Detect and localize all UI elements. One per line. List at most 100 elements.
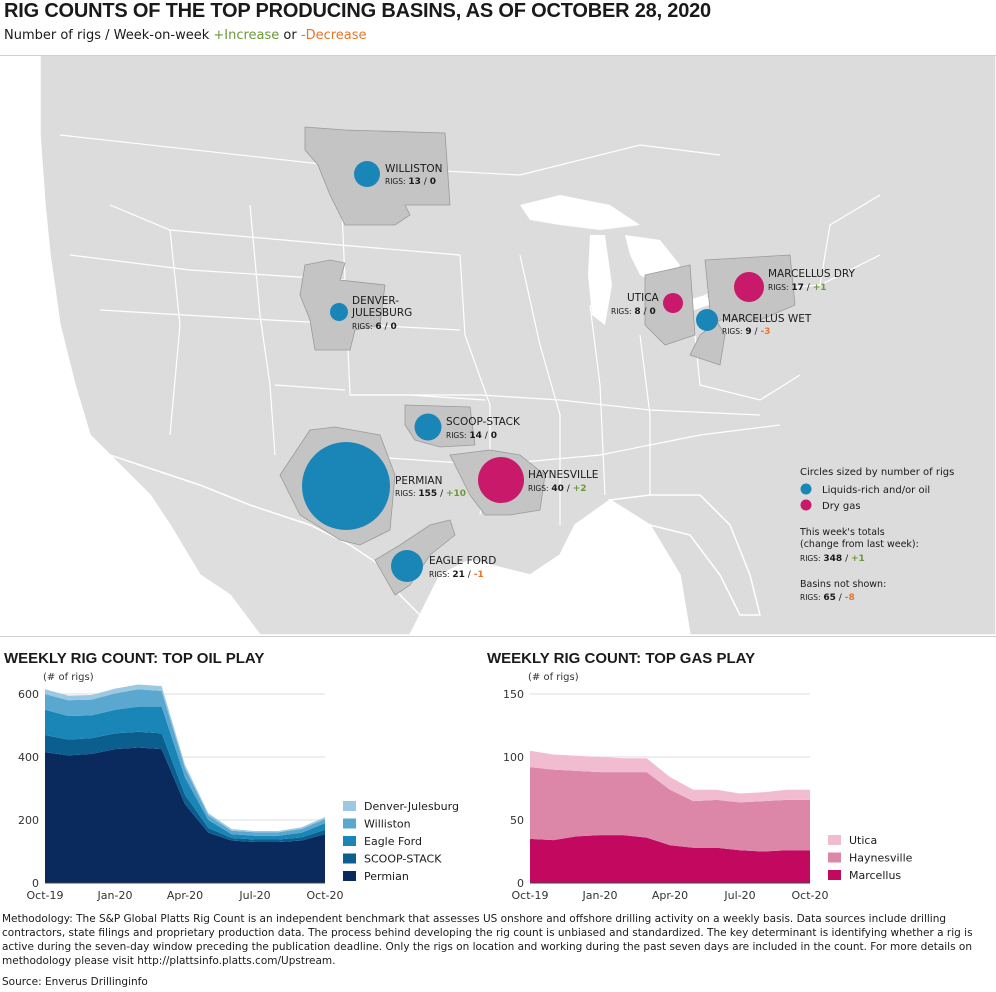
area-williston: [45, 689, 325, 836]
map-legend: Circles sized by number of rigs Liquids-…: [799, 467, 954, 603]
legend-swatch: [828, 852, 841, 863]
label-denver-julesburg-1: DENVER-: [352, 295, 399, 307]
map-lake-superior: [520, 195, 640, 230]
subtitle-increase: +Increase: [213, 28, 280, 43]
legend-swatch: [343, 801, 356, 811]
x-tick-label: Jul-20: [238, 889, 270, 902]
legend-gas-swatch: [800, 499, 812, 511]
legend-label: Marcellus: [849, 869, 901, 882]
x-tick-label: Apr-20: [167, 889, 203, 902]
map-land: [39, 55, 996, 635]
legend-label: Utica: [849, 834, 877, 847]
source-text: Source: Enverus Drillinginfo: [2, 976, 148, 988]
label-eagle-ford: EAGLE FORD: [429, 555, 496, 567]
bubble-permian: [302, 442, 390, 530]
y-tick-label: 600: [18, 688, 39, 701]
oil-chart: (# of rigs) 0 200 400 600 Oct-19 Jan-20 Apr-20 J…: [18, 672, 459, 902]
x-tick-label: Oct-20: [307, 889, 344, 902]
methodology-text: Methodology: The S&P Global Platts Rig C…: [2, 913, 973, 967]
bubble-marcellus-wet: [696, 309, 718, 331]
legend-label: Permian: [364, 870, 409, 883]
y-axis-label: (# of rigs): [528, 672, 579, 683]
legend-heading: Circles sized by number of rigs: [800, 467, 954, 478]
x-tick-label: Apr-20: [652, 889, 688, 902]
legend-oil-label: Liquids-rich and/or oil: [822, 485, 930, 496]
bubble-williston: [354, 161, 380, 187]
legend-totals: RIGS: 348 / +1: [800, 554, 865, 564]
subtitle-prefix: Number of rigs / Week-on-week: [4, 28, 214, 43]
x-tick-label: Oct-19: [512, 889, 549, 902]
label-marcellus-dry: MARCELLUS DRY: [768, 268, 856, 280]
legend-swatch: [343, 818, 356, 829]
y-tick-label: 150: [503, 688, 524, 701]
x-tick-label: Jan-20: [97, 889, 133, 902]
rigs-permian: RIGS: 155 / +10: [395, 489, 466, 499]
area-marcellus: [530, 835, 810, 883]
rigs-denver-julesburg: RIGS: 6 / 0: [352, 322, 397, 332]
legend-notshown: Basins not shown:: [800, 579, 886, 590]
y-tick-label: 0: [32, 877, 39, 890]
basin-bubbles: [302, 161, 764, 582]
x-tick-label: Jan-20: [582, 889, 618, 902]
legend-totals-line2: (change from last week):: [800, 539, 919, 550]
legend-totals-line1: This week's totals: [799, 527, 885, 538]
x-tick-label: Oct-19: [27, 889, 64, 902]
oil-chart-title: WEEKLY RIG COUNT: TOP OIL PLAY: [4, 650, 265, 667]
legend-oil-swatch: [800, 483, 812, 495]
subtitle-decrease: -Decrease: [300, 28, 367, 43]
y-tick-label: 50: [510, 814, 524, 827]
bubble-eagle-ford: [391, 550, 423, 582]
legend-label: Denver-Julesburg: [364, 800, 459, 813]
divider-map: [0, 636, 996, 637]
area-haynesville: [530, 767, 810, 852]
bubble-utica: [663, 293, 683, 313]
gas-chart: (# of rigs) 0 50 100 150 Oct-19 Jan-20 Apr-20 Ju…: [503, 672, 913, 902]
page-subtitle: Number of rigs / Week-on-week +Increase …: [4, 28, 367, 43]
area-denver-julesburg: [45, 684, 325, 833]
legend-label: SCOOP-STACK: [364, 853, 442, 866]
rigs-eagle-ford: RIGS: 21 / -1: [429, 570, 484, 580]
bubble-haynesville: [478, 457, 524, 503]
basin-map: WILLISTON RIGS: 13 / 0 DENVER- JULESBURG…: [0, 55, 996, 635]
label-utica: UTICA: [627, 292, 660, 304]
y-axis-label: (# of rigs): [43, 672, 94, 683]
legend-notshown-rigs: RIGS: 65 / -8: [800, 593, 855, 603]
legend-swatch: [343, 836, 356, 846]
map-florida: [607, 494, 761, 616]
page-title: RIG COUNTS OF THE TOP PRODUCING BASINS, …: [4, 0, 711, 22]
y-tick-label: 100: [503, 751, 524, 764]
x-tick-label: Jul-20: [723, 889, 755, 902]
legend-label: Haynesville: [849, 852, 913, 865]
legend-swatch: [343, 871, 356, 881]
bubble-marcellus-dry: [734, 272, 764, 302]
area-eagle-ford: [45, 706, 325, 840]
legend-label: Williston: [364, 818, 411, 831]
map-gulf-water: [410, 500, 690, 635]
area-utica: [530, 750, 810, 803]
legend-gas-label: Dry gas: [822, 501, 861, 512]
label-haynesville: HAYNESVILLE: [528, 469, 598, 481]
bubble-scoop-stack: [414, 413, 442, 441]
bubble-denver-julesburg: [330, 303, 348, 321]
label-scoop-stack: SCOOP-STACK: [446, 416, 521, 428]
divider-top: [0, 55, 996, 56]
x-tick-label: Oct-20: [792, 889, 829, 902]
y-tick-label: 0: [517, 877, 524, 890]
label-williston: WILLISTON: [385, 163, 442, 175]
gas-chart-title: WEEKLY RIG COUNT: TOP GAS PLAY: [487, 650, 756, 667]
legend-swatch: [828, 835, 841, 845]
map-mexico: [109, 454, 421, 635]
marcellus-region: [689, 254, 796, 366]
rigs-scoop-stack: RIGS: 14 / 0: [446, 431, 497, 441]
label-permian: PERMIAN: [395, 475, 442, 487]
area-permian: [45, 747, 325, 883]
y-tick-label: 200: [18, 814, 39, 827]
label-denver-julesburg-2: JULESBURG: [351, 307, 412, 319]
rigs-utica: RIGS: 8 / 0: [611, 307, 656, 317]
rigs-marcellus-dry: RIGS: 17 / +1: [768, 283, 827, 293]
rigs-marcellus-wet: RIGS: 9 / -3: [722, 327, 770, 337]
legend-swatch: [343, 853, 356, 864]
y-tick-label: 400: [18, 751, 39, 764]
map-borders: [59, 134, 881, 525]
rigs-williston: RIGS: 13 / 0: [385, 177, 436, 187]
